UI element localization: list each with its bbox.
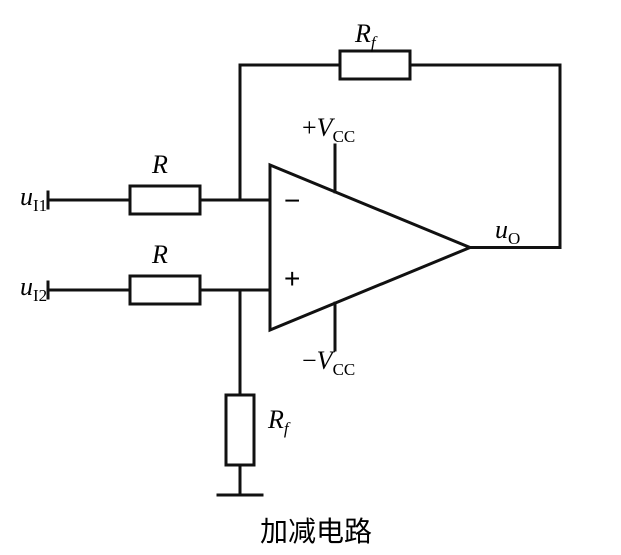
label-u-i1: uI1 — [20, 182, 47, 216]
opamp-minus: − — [284, 185, 300, 217]
label-r-input-2: R — [152, 240, 168, 270]
label-vcc-plus: +VCC — [302, 113, 355, 147]
caption: 加减电路 — [260, 510, 372, 550]
label-rf-ground: Rf — [268, 405, 289, 439]
label-u-i2: uI2 — [20, 272, 47, 306]
circuit-diagram — [0, 0, 621, 555]
label-u-o: uO — [495, 215, 520, 249]
label-rf-feedback: Rf — [355, 19, 376, 53]
label-r-input-1: R — [152, 150, 168, 180]
label-vcc-minus: −VCC — [302, 346, 355, 380]
opamp-plus: + — [284, 263, 300, 295]
